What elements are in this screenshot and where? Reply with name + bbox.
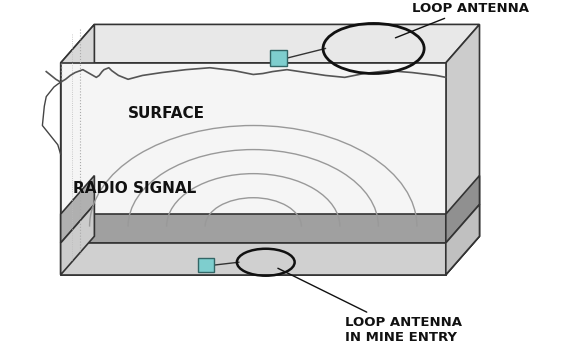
Text: LOOP ANTENNA
IN MINE ENTRY: LOOP ANTENNA IN MINE ENTRY [278,268,462,344]
Polygon shape [61,176,95,243]
Text: SURFACE: SURFACE [128,106,205,121]
Polygon shape [61,243,446,275]
Polygon shape [61,24,480,63]
Bar [198,258,214,272]
Polygon shape [446,24,480,275]
Polygon shape [61,214,446,243]
Text: RADIO SIGNAL: RADIO SIGNAL [73,181,196,196]
Bar [270,50,287,66]
Polygon shape [61,63,446,275]
Polygon shape [61,236,480,275]
Text: LOOP ANTENNA: LOOP ANTENNA [395,1,529,38]
Polygon shape [61,205,95,275]
Polygon shape [446,205,480,275]
Polygon shape [446,176,480,243]
Polygon shape [61,24,95,275]
